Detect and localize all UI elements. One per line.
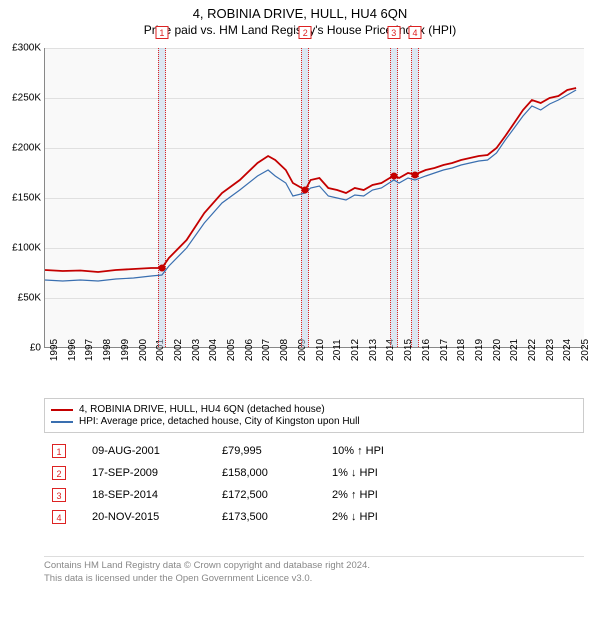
sale-delta: 1% ↓ HPI: [324, 462, 584, 484]
legend-item: 4, ROBINIA DRIVE, HULL, HU4 6QN (detache…: [51, 404, 577, 415]
attribution-line: Contains HM Land Registry data © Crown c…: [44, 560, 584, 573]
sale-row-marker: 2: [52, 466, 66, 480]
sale-marker-4: 4: [409, 26, 422, 39]
chart-plot-area: £0£50K£100K£150K£200K£250K£300K199519961…: [44, 48, 584, 348]
y-tick-label: £0: [1, 343, 41, 354]
sale-delta: 2% ↑ HPI: [324, 484, 584, 506]
sale-point: [158, 265, 165, 272]
sale-date: 20-NOV-2015: [84, 506, 214, 528]
table-row: 2 17-SEP-2009£158,0001% ↓ HPI: [44, 462, 584, 484]
sale-price: £79,995: [214, 440, 324, 462]
sale-delta: 2% ↓ HPI: [324, 506, 584, 528]
table-row: 4 20-NOV-2015£173,5002% ↓ HPI: [44, 506, 584, 528]
series-hpi: [45, 90, 576, 281]
sale-price: £173,500: [214, 506, 324, 528]
chart-lines: [45, 48, 585, 348]
chart-title: 4, ROBINIA DRIVE, HULL, HU4 6QN: [0, 0, 600, 21]
y-tick-label: £150K: [1, 193, 41, 204]
sale-price: £172,500: [214, 484, 324, 506]
sale-date: 18-SEP-2014: [84, 484, 214, 506]
sale-delta: 10% ↑ HPI: [324, 440, 584, 462]
sale-point: [412, 171, 419, 178]
divider: [44, 556, 584, 557]
sales-table: 1 09-AUG-2001£79,99510% ↑ HPI 2 17-SEP-2009…: [44, 440, 584, 528]
y-tick-label: £50K: [1, 293, 41, 304]
sale-row-marker: 4: [52, 510, 66, 524]
sale-date: 09-AUG-2001: [84, 440, 214, 462]
attribution-text: Contains HM Land Registry data © Crown c…: [44, 560, 584, 586]
sale-row-marker: 1: [52, 444, 66, 458]
legend-item: HPI: Average price, detached house, City…: [51, 416, 577, 427]
sale-point: [390, 172, 397, 179]
series-property: [45, 88, 576, 272]
y-tick-label: £200K: [1, 143, 41, 154]
attribution-line: This data is licensed under the Open Gov…: [44, 573, 584, 586]
sale-marker-1: 1: [155, 26, 168, 39]
legend-label: HPI: Average price, detached house, City…: [79, 416, 360, 427]
sale-date: 17-SEP-2009: [84, 462, 214, 484]
legend-label: 4, ROBINIA DRIVE, HULL, HU4 6QN (detache…: [79, 404, 325, 415]
sale-price: £158,000: [214, 462, 324, 484]
y-tick-label: £300K: [1, 43, 41, 54]
legend-swatch: [51, 409, 73, 411]
sale-marker-3: 3: [387, 26, 400, 39]
table-row: 3 18-SEP-2014£172,5002% ↑ HPI: [44, 484, 584, 506]
y-tick-label: £250K: [1, 93, 41, 104]
table-row: 1 09-AUG-2001£79,99510% ↑ HPI: [44, 440, 584, 462]
sale-marker-2: 2: [299, 26, 312, 39]
y-tick-label: £100K: [1, 243, 41, 254]
chart-legend: 4, ROBINIA DRIVE, HULL, HU4 6QN (detache…: [44, 398, 584, 433]
sale-point: [302, 187, 309, 194]
sale-row-marker: 3: [52, 488, 66, 502]
legend-swatch: [51, 421, 73, 423]
